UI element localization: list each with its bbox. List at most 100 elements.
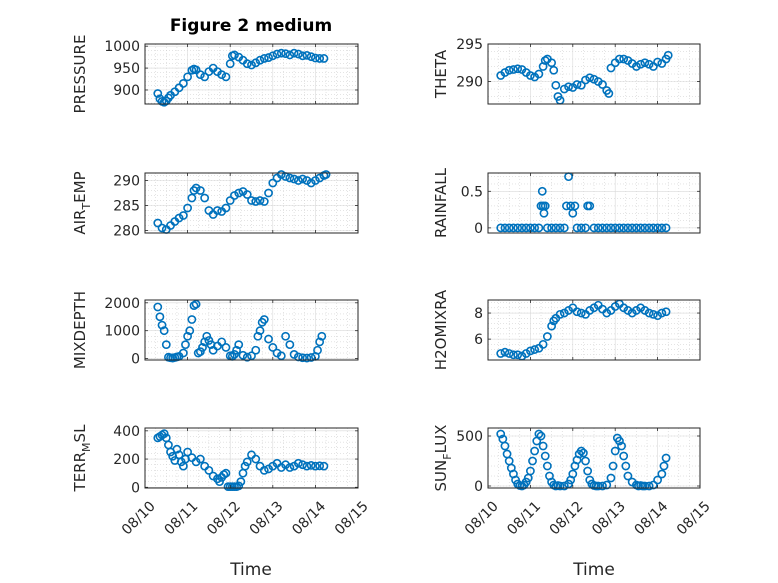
data-point — [195, 347, 205, 357]
data-point — [528, 456, 537, 466]
data-point — [293, 49, 303, 59]
data-point — [517, 223, 527, 233]
y-axis-label: SUNFLUX — [432, 425, 454, 492]
data-point — [178, 79, 188, 88]
data-point — [500, 347, 510, 357]
data-point — [293, 352, 303, 362]
data-point — [185, 326, 195, 336]
data-point — [559, 223, 569, 233]
data-point — [310, 461, 320, 471]
y-tick-label: 280 — [113, 224, 140, 240]
data-point — [289, 174, 299, 184]
data-point — [234, 481, 244, 491]
y-axis-label: PRESSURE — [71, 35, 89, 114]
data-point — [255, 55, 265, 65]
x-tick-label: 08/12 — [204, 498, 244, 538]
data-point — [534, 429, 544, 439]
data-point — [268, 178, 278, 188]
data-point — [627, 223, 637, 233]
y-tick-label: 900 — [113, 83, 140, 99]
data-point — [602, 480, 612, 490]
data-point — [500, 68, 510, 77]
data-point — [264, 188, 273, 198]
data-point — [504, 223, 514, 233]
data-point — [542, 223, 552, 233]
data-point — [572, 307, 582, 317]
data-point — [526, 346, 535, 356]
data-point — [568, 469, 578, 479]
x-tick-label: 08/11 — [504, 498, 544, 538]
y-tick-label: 295 — [456, 37, 483, 53]
y-tick-label: 500 — [456, 429, 483, 445]
axes-box — [487, 172, 701, 234]
data-point — [183, 72, 192, 82]
data-point — [153, 89, 163, 98]
data-point — [540, 451, 550, 461]
data-point — [264, 334, 273, 344]
data-point — [242, 457, 252, 467]
data-point — [657, 469, 667, 479]
data-point — [581, 75, 590, 85]
data-point — [661, 453, 671, 463]
data-point — [581, 223, 590, 233]
data-point — [617, 441, 626, 451]
data-point — [632, 62, 641, 71]
data-point — [240, 461, 250, 471]
x-tick-label: 08/13 — [589, 498, 629, 538]
data-point — [315, 54, 325, 63]
data-point — [551, 223, 561, 233]
data-point — [293, 458, 303, 468]
y-tick-label: 0 — [131, 352, 140, 368]
figure-title: Figure 2 medium — [170, 16, 332, 36]
y-tick-label: 950 — [113, 61, 140, 77]
data-point — [200, 193, 210, 203]
y-tick-label: 285 — [113, 199, 140, 215]
data-point — [276, 170, 286, 179]
axes-box — [487, 43, 701, 105]
data-point — [504, 349, 514, 358]
data-point — [281, 331, 290, 341]
data-point — [540, 201, 550, 211]
data-point — [195, 186, 205, 195]
data-point — [285, 340, 295, 350]
data-point — [536, 431, 546, 441]
data-point — [281, 49, 290, 59]
data-point — [200, 72, 210, 82]
data-point — [298, 174, 308, 184]
y-tick-label: 290 — [113, 174, 140, 190]
data-point — [225, 196, 235, 205]
data-point — [589, 223, 599, 233]
data-point — [530, 345, 540, 354]
data-point — [247, 351, 256, 361]
data-point — [608, 461, 618, 471]
data-point — [195, 454, 205, 464]
data-point — [504, 65, 514, 75]
data-point — [583, 466, 593, 476]
data-point — [559, 481, 569, 491]
data-point — [555, 481, 565, 491]
data-point — [593, 481, 603, 491]
data-point — [509, 65, 518, 74]
data-point — [302, 50, 312, 60]
y-axis-label: AIRTEMP — [71, 171, 93, 234]
data-point — [319, 54, 329, 63]
data-point — [189, 186, 199, 195]
data-point — [542, 332, 552, 341]
data-point — [159, 429, 169, 439]
data-point — [172, 444, 182, 454]
data-point — [640, 223, 650, 233]
data-point — [315, 337, 325, 347]
data-point — [272, 49, 282, 59]
data-point — [661, 307, 671, 317]
data-point — [161, 340, 171, 350]
data-point — [537, 186, 547, 196]
data-point — [572, 223, 582, 233]
data-point — [183, 331, 192, 341]
data-point — [534, 69, 544, 79]
data-point — [259, 197, 269, 206]
subplot-h2omixra: 6 8 H2OMIXRA — [432, 289, 701, 370]
data-point — [513, 350, 523, 360]
data-point — [164, 440, 173, 450]
data-point — [298, 353, 308, 363]
